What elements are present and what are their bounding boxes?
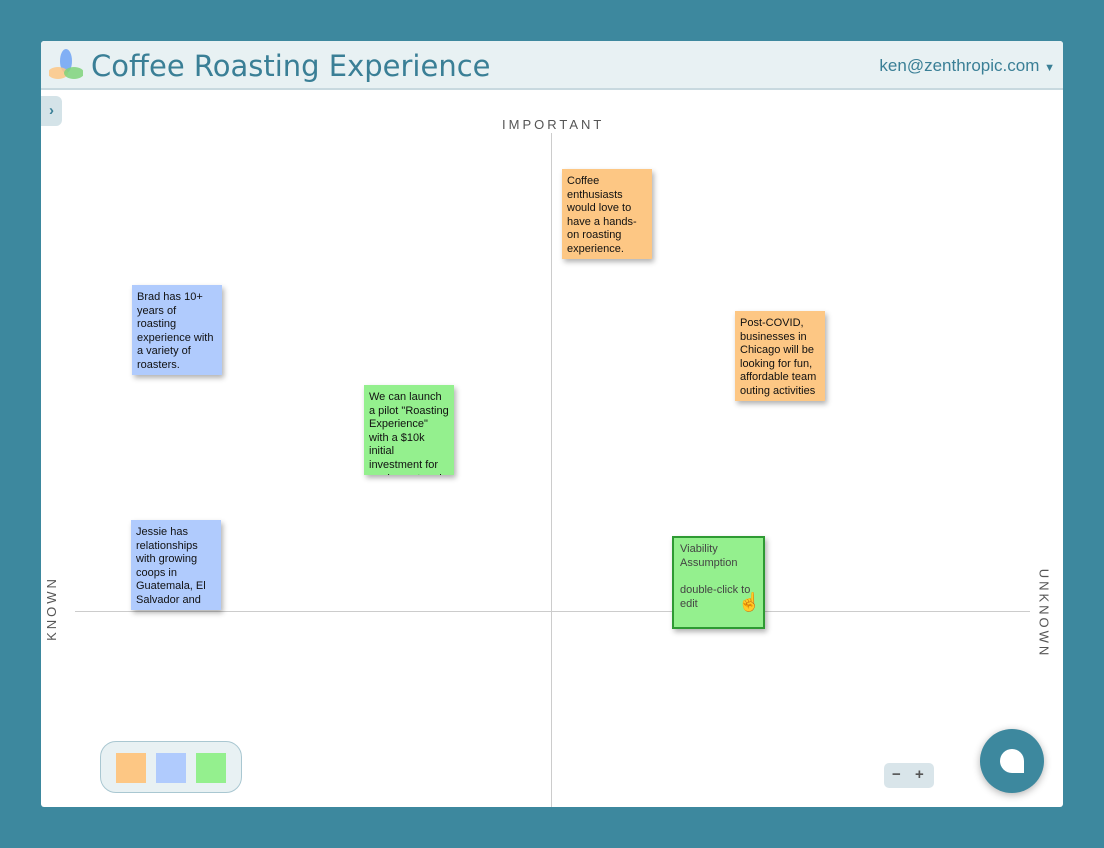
hand-cursor-icon: ☝ <box>738 592 761 612</box>
app-window: Coffee Roasting Experience ken@zenthropi… <box>41 41 1063 807</box>
zoom-controls: − + <box>884 763 934 788</box>
note-hint: double-click to edit <box>680 584 751 610</box>
zoom-in-button[interactable]: + <box>915 766 924 783</box>
page-title: Coffee Roasting Experience <box>91 49 491 83</box>
user-email: ken@zenthropic.com <box>879 56 1040 75</box>
color-palette <box>100 741 242 793</box>
note-title: Viability Assumption <box>680 543 738 569</box>
zoom-out-button[interactable]: − <box>892 766 901 783</box>
axis-label-unknown: UNKNOWN <box>1036 568 1052 659</box>
axis-label-important: IMPORTANT <box>502 117 605 132</box>
axis-label-known: KNOWN <box>43 576 59 641</box>
vertical-axis <box>551 133 552 807</box>
blue-note-swatch[interactable] <box>156 753 186 783</box>
logo-icon <box>49 49 83 79</box>
chevron-down-icon: ▼ <box>1044 62 1055 74</box>
header: Coffee Roasting Experience ken@zenthropi… <box>41 41 1063 90</box>
sticky-note[interactable]: We can launch a pilot "Roasting Experien… <box>364 385 454 475</box>
user-menu[interactable]: ken@zenthropic.com ▼ <box>879 56 1055 76</box>
selected-sticky-note[interactable]: Viability Assumption double-click to edi… <box>672 536 765 629</box>
sticky-note[interactable]: Jessie has relationships with growing co… <box>131 520 221 610</box>
horizontal-axis <box>75 611 1030 612</box>
chat-bubble-icon <box>1000 749 1024 773</box>
sticky-note[interactable]: Brad has 10+ years of roasting experienc… <box>132 285 222 375</box>
sticky-note[interactable]: Post-COVID, businesses in Chicago will b… <box>735 311 825 401</box>
chat-button[interactable] <box>980 729 1044 793</box>
green-note-swatch[interactable] <box>196 753 226 783</box>
sidebar-toggle-button[interactable]: › <box>41 96 62 126</box>
sticky-note[interactable]: Coffee enthusiasts would love to have a … <box>562 169 652 259</box>
orange-note-swatch[interactable] <box>116 753 146 783</box>
